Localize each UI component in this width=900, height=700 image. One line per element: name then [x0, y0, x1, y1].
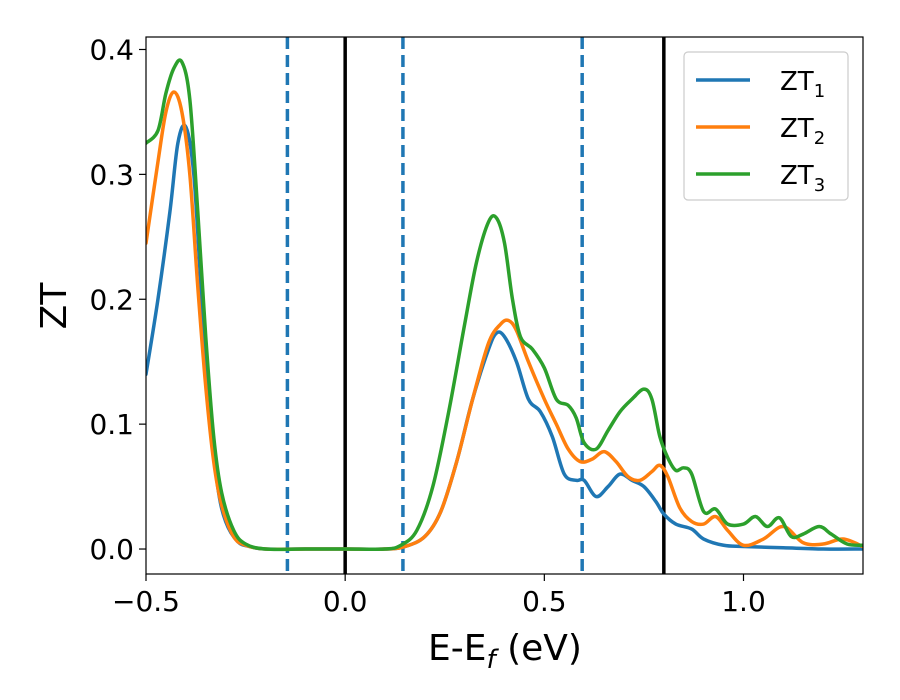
legend-label-main: ZT	[780, 114, 814, 144]
plot-area	[146, 37, 863, 574]
x-tick-label: 1.0	[721, 585, 766, 618]
x-tick-label: 0.5	[522, 585, 567, 618]
x-axis-title-tail: (eV)	[496, 628, 582, 669]
plot-content	[146, 37, 863, 574]
series-line-zt3	[146, 58, 863, 552]
x-axis-title: E-Ef (eV)	[428, 628, 582, 675]
x-tick-label: 0.0	[323, 585, 368, 618]
legend-label-subscript: 2	[814, 128, 825, 149]
axes-frame	[145, 36, 864, 575]
legend-label-subscript: 3	[814, 175, 825, 196]
legend-label-main: ZT	[780, 67, 814, 97]
x-axis-title-main: E-E	[428, 628, 486, 669]
y-axis-title: ZT	[34, 282, 75, 330]
y-tick-label: 0.0	[89, 533, 134, 566]
legend-box	[683, 51, 849, 201]
x-tick-label: −0.5	[112, 585, 180, 618]
legend-label-zt3: ZT3	[780, 161, 825, 196]
legend-label-main: ZT	[780, 161, 814, 191]
legend-label-subscript: 1	[814, 81, 825, 102]
legend-label-zt2: ZT2	[780, 114, 825, 149]
y-tick-label: 0.2	[89, 283, 134, 316]
series-line-zt2	[146, 90, 863, 552]
y-tick-label: 0.4	[89, 33, 134, 66]
y-tick-label: 0.1	[89, 408, 134, 441]
axes: −0.5 0.0 0.5 1.0 0.0 0.1 0.2 0.3 0.4	[89, 33, 864, 618]
y-tick-label: 0.3	[89, 158, 134, 191]
legend-label-zt1: ZT1	[780, 67, 825, 102]
